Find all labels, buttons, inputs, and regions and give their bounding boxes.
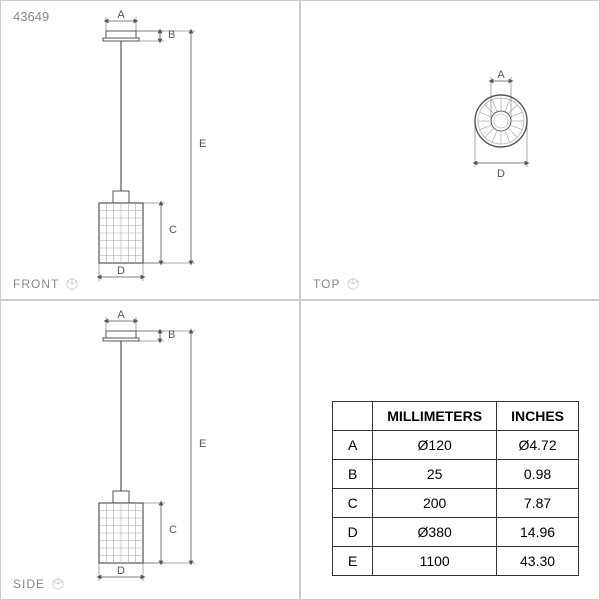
side-label: SIDE <box>13 577 65 591</box>
top-drawing: AD <box>301 1 600 300</box>
svg-text:E: E <box>199 138 206 150</box>
svg-text:A: A <box>117 9 125 21</box>
svg-text:E: E <box>199 438 206 450</box>
table-header: INCHES <box>497 402 579 431</box>
side-view-panel: ABECD SIDE <box>0 300 300 600</box>
front-label: FRONT <box>13 277 79 291</box>
top-label: TOP <box>313 277 360 291</box>
svg-text:D: D <box>117 565 125 577</box>
svg-text:C: C <box>169 524 177 536</box>
top-view-panel: AD TOP <box>300 0 600 300</box>
dimension-table: MILLIMETERSINCHESAØ120Ø4.72B250.98C2007.… <box>332 401 579 576</box>
table-row: E110043.30 <box>333 547 579 576</box>
svg-text:D: D <box>497 168 505 180</box>
table-row: AØ120Ø4.72 <box>333 431 579 460</box>
table-row: DØ38014.96 <box>333 518 579 547</box>
cube-icon <box>65 277 79 291</box>
front-drawing: ABECD <box>1 1 300 300</box>
svg-text:D: D <box>117 265 125 277</box>
svg-text:A: A <box>497 69 505 81</box>
table-row: B250.98 <box>333 460 579 489</box>
svg-text:A: A <box>117 309 125 321</box>
front-view-panel: 43649 ABECD FRONT <box>0 0 300 300</box>
svg-text:C: C <box>169 224 177 236</box>
cube-icon <box>346 277 360 291</box>
table-header <box>333 402 373 431</box>
side-drawing: ABECD <box>1 301 300 600</box>
cube-icon <box>51 577 65 591</box>
table-row: C2007.87 <box>333 489 579 518</box>
table-panel: MILLIMETERSINCHESAØ120Ø4.72B250.98C2007.… <box>300 300 600 600</box>
table-header: MILLIMETERS <box>373 402 497 431</box>
